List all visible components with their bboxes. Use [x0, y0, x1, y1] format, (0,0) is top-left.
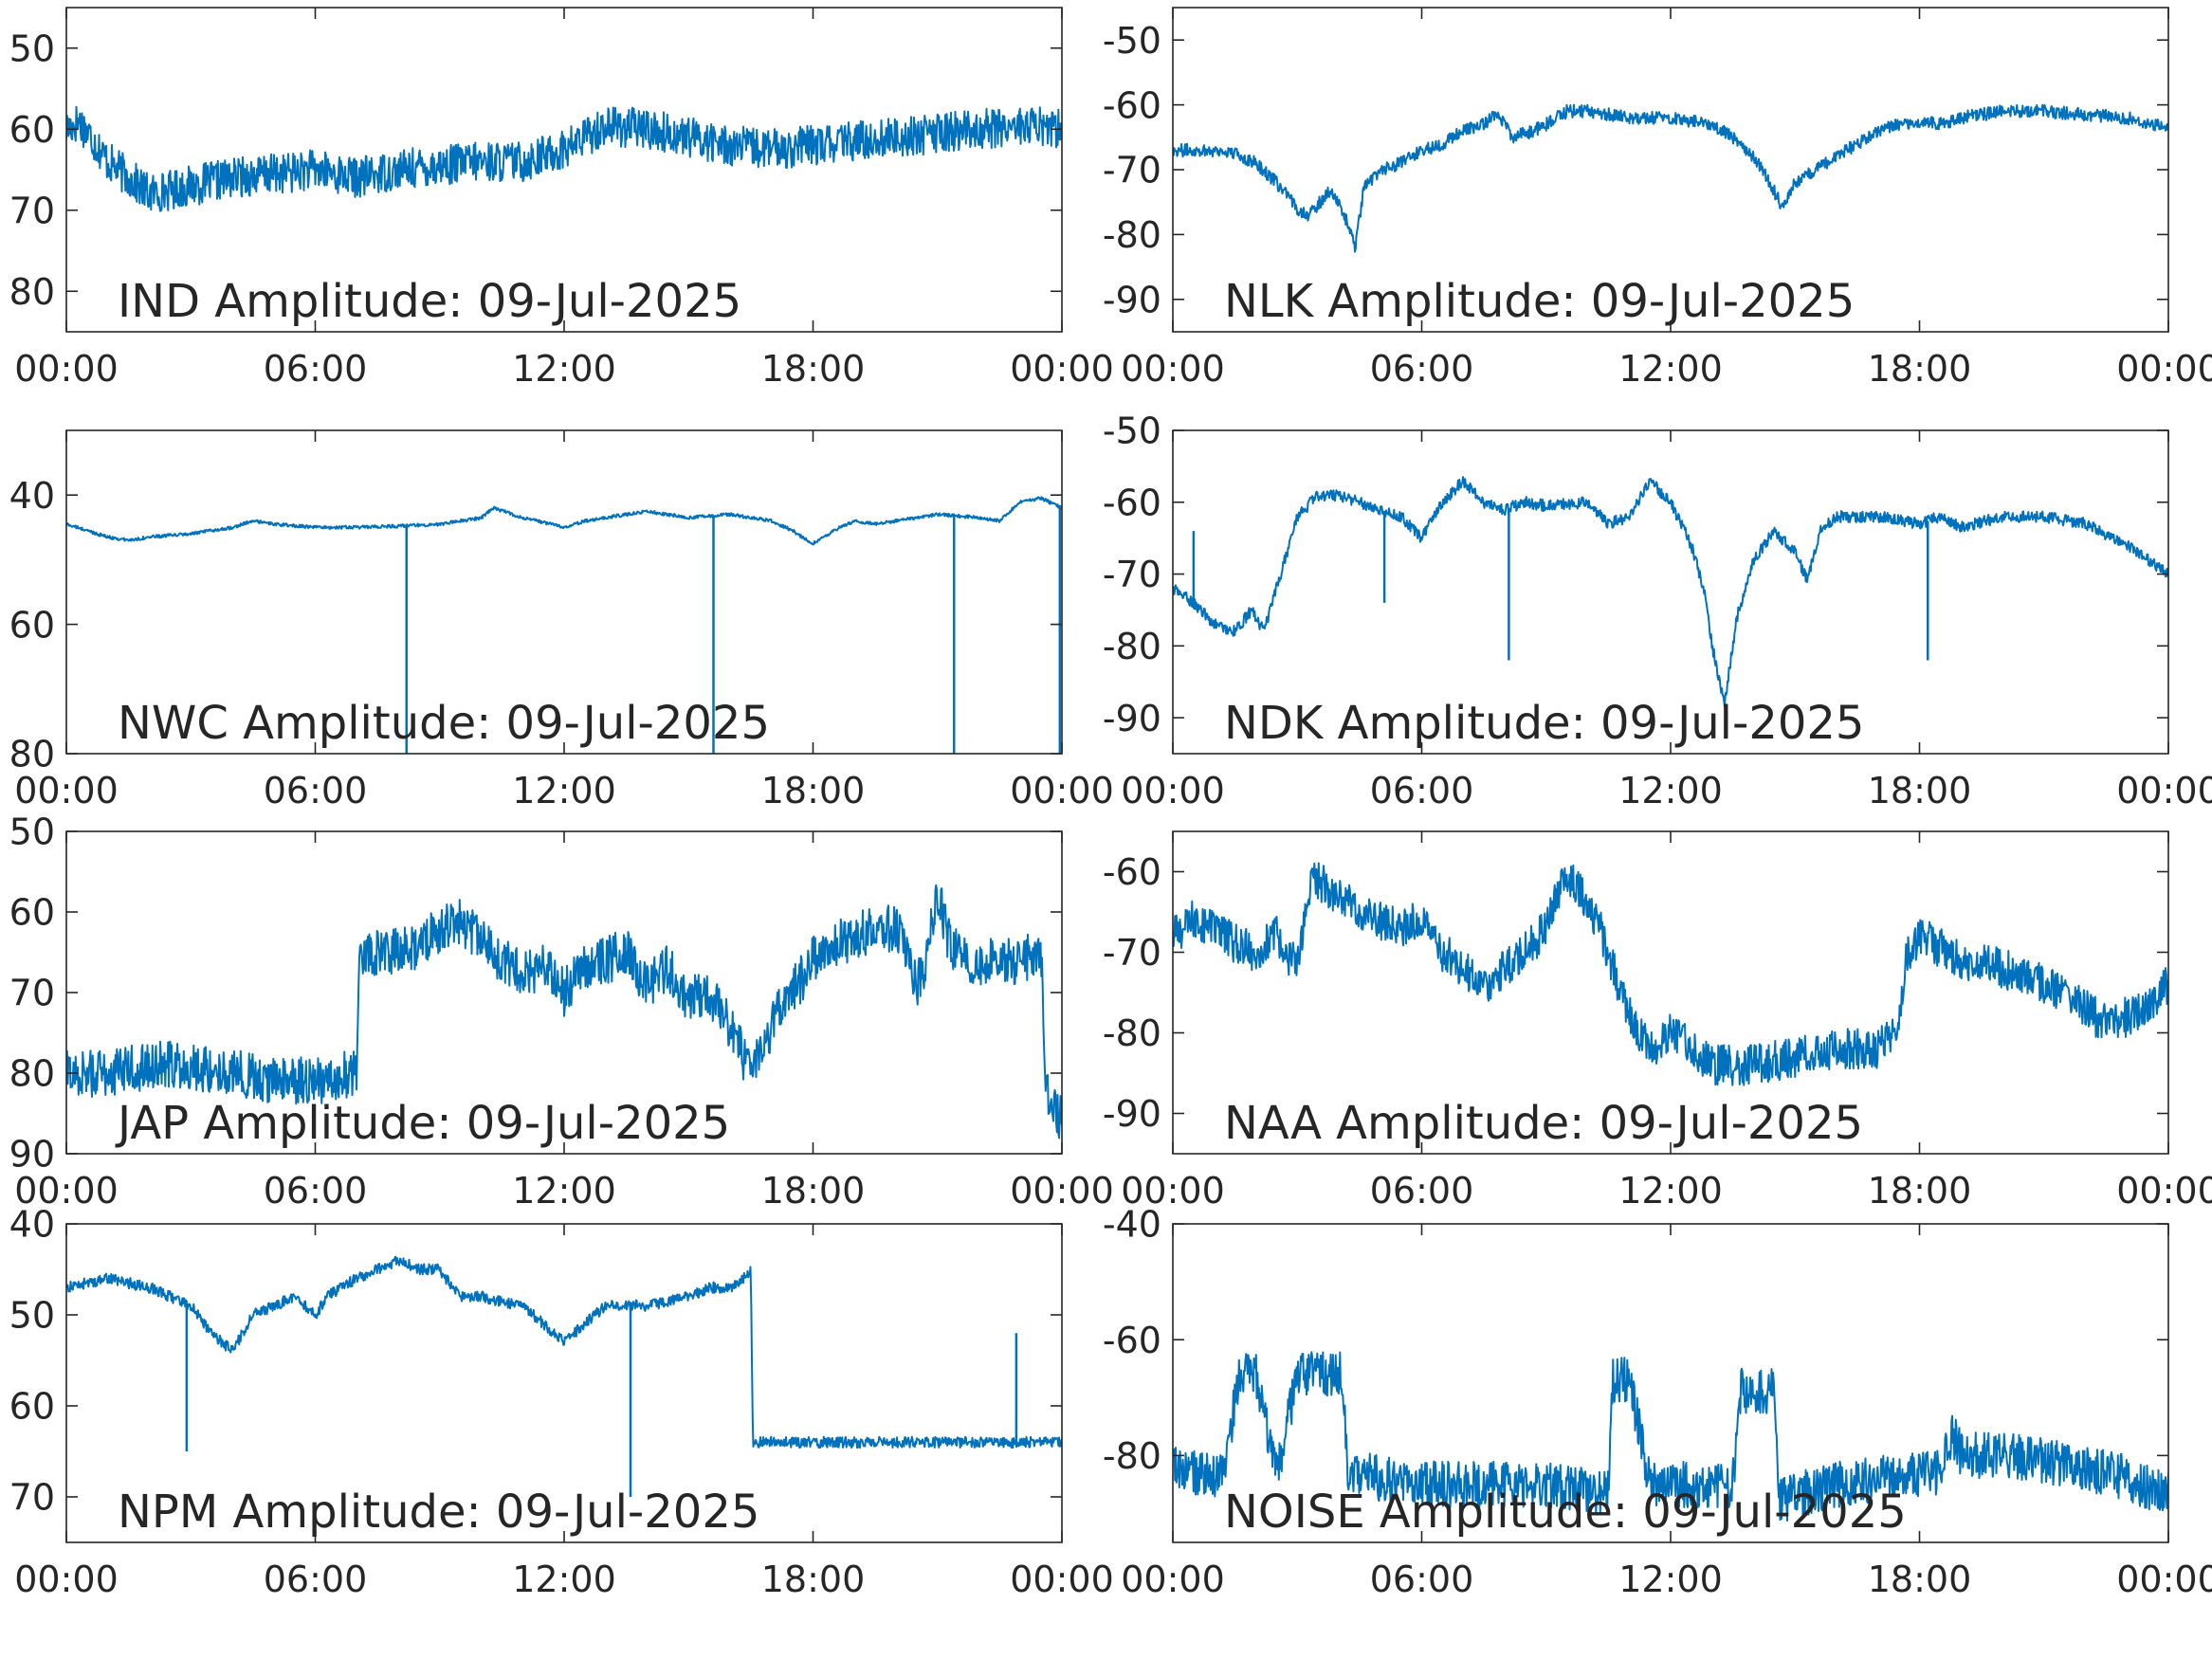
xtick-label: 00:00: [14, 1559, 119, 1600]
series-line: [66, 105, 1062, 212]
xtick-label: 06:00: [264, 770, 368, 811]
ytick-label: -60: [1103, 84, 1161, 126]
xtick-label: 18:00: [1868, 1559, 1972, 1600]
ytick-label: -90: [1103, 698, 1161, 739]
ytick-label: 60: [9, 604, 55, 646]
ytick-label: 70: [9, 1477, 55, 1519]
ytick-label: -50: [1103, 410, 1161, 452]
xtick-label: 00:00: [2116, 1559, 2212, 1600]
xtick-label: 18:00: [1868, 348, 1972, 390]
series-line: [66, 1255, 1062, 1449]
ytick-label: 60: [9, 1386, 55, 1428]
ytick-label: 60: [9, 892, 55, 934]
xtick-label: 06:00: [264, 1559, 368, 1600]
ytick-label: 50: [9, 811, 55, 853]
xtick-label: 00:00: [1121, 348, 1225, 390]
ytick-label: -70: [1103, 150, 1161, 191]
xtick-label: 00:00: [1010, 1170, 1114, 1212]
ytick-label: -80: [1103, 1435, 1161, 1477]
xtick-label: 18:00: [761, 770, 866, 811]
ytick-label: 90: [9, 1134, 55, 1176]
ytick-label: 70: [9, 973, 55, 1014]
xtick-label: 00:00: [1121, 770, 1225, 811]
xtick-label: 06:00: [1370, 1170, 1474, 1212]
xtick-label: 06:00: [264, 1170, 368, 1212]
series-line: [1173, 103, 2168, 253]
xtick-label: 00:00: [14, 1170, 119, 1212]
ytick-label: 60: [9, 109, 55, 151]
xtick-label: 12:00: [512, 1559, 616, 1600]
chart-title: NAA Amplitude: 09-Jul-2025: [1224, 1097, 1863, 1150]
chart-title: IND Amplitude: 09-Jul-2025: [118, 275, 741, 328]
ytick-label: 70: [9, 190, 55, 231]
xtick-label: 00:00: [2116, 770, 2212, 811]
chart-panel-5: -60 -70 -80 -90 00:00 06:00 12:00 18:00 00:00 NAA…: [1103, 830, 2212, 1212]
ytick-label: -70: [1103, 554, 1161, 595]
xtick-label: 00:00: [2116, 1170, 2212, 1212]
ytick-label: -90: [1103, 279, 1161, 320]
ytick-label: 40: [9, 475, 55, 517]
ytick-label: 50: [9, 1295, 55, 1337]
xtick-label: 06:00: [1370, 1559, 1474, 1600]
xtick-label: 06:00: [1370, 348, 1474, 390]
ytick-label: -40: [1103, 1204, 1161, 1246]
ytick-label: -80: [1103, 1012, 1161, 1054]
chart-title: NDK Amplitude: 09-Jul-2025: [1224, 697, 1864, 750]
series-line: [1173, 1351, 2168, 1522]
chart-panel-6: 40 50 60 70 00:00 06:00 12:00 18:00 00:00 NPM Amp…: [9, 1204, 1114, 1600]
chart-title: NPM Amplitude: 09-Jul-2025: [118, 1486, 759, 1539]
xtick-label: 12:00: [512, 770, 616, 811]
xtick-label: 06:00: [1370, 770, 1474, 811]
chart-panel-7: -40 -60 -80 00:00 06:00 12:00 18:00 00:00 NOISE …: [1103, 1204, 2212, 1600]
ytick-label: 80: [9, 1053, 55, 1095]
xtick-label: 06:00: [264, 348, 368, 390]
xtick-label: 12:00: [512, 348, 616, 390]
series-line: [66, 496, 1062, 546]
xtick-label: 12:00: [1618, 1559, 1723, 1600]
xtick-label: 18:00: [761, 1170, 866, 1212]
ytick-label: 80: [9, 271, 55, 313]
ytick-label: -80: [1103, 214, 1161, 256]
chart-title: NOISE Amplitude: 09-Jul-2025: [1224, 1486, 1907, 1539]
ytick-label: -90: [1103, 1093, 1161, 1135]
xtick-label: 00:00: [1010, 1559, 1114, 1600]
ytick-label: -60: [1103, 482, 1161, 523]
xtick-label: 00:00: [14, 770, 119, 811]
xtick-label: 00:00: [2116, 348, 2212, 390]
ytick-label: -60: [1103, 1320, 1161, 1361]
ytick-label: 50: [9, 27, 55, 69]
chart-title: NWC Amplitude: 09-Jul-2025: [118, 697, 770, 750]
xtick-label: 12:00: [1618, 770, 1723, 811]
xtick-label: 12:00: [1618, 348, 1723, 390]
series-line: [66, 884, 1062, 1139]
xtick-label: 00:00: [1010, 348, 1114, 390]
xtick-label: 00:00: [1010, 770, 1114, 811]
xtick-label: 12:00: [512, 1170, 616, 1212]
xtick-label: 00:00: [1121, 1559, 1225, 1600]
xtick-label: 12:00: [1618, 1170, 1723, 1212]
xtick-label: 00:00: [1121, 1170, 1225, 1212]
chart-title: JAP Amplitude: 09-Jul-2025: [115, 1097, 730, 1150]
chart-title: NLK Amplitude: 09-Jul-2025: [1224, 275, 1855, 328]
ytick-label: -50: [1103, 20, 1161, 62]
xtick-label: 00:00: [14, 348, 119, 390]
series-line: [1173, 862, 2168, 1086]
chart-panel-3: -50 -60 -70 -80 -90 00:00 06:00 12:00 18:00 00:00…: [1103, 410, 2212, 811]
xtick-label: 18:00: [1868, 1170, 1972, 1212]
xtick-label: 18:00: [1868, 770, 1972, 811]
ytick-label: -60: [1103, 851, 1161, 893]
ytick-label: 80: [9, 734, 55, 775]
ytick-label: -80: [1103, 626, 1161, 667]
xtick-label: 18:00: [761, 348, 866, 390]
chart-panel-1: -50 -60 -70 -80 -90 00:00 06:00 12:00 18:00 00:00…: [1103, 7, 2212, 390]
xtick-label: 18:00: [761, 1559, 866, 1600]
chart-panel-0: 50 60 70 80 00:00 06:00 12:00 18:00 00:00 IND Amp…: [9, 7, 1114, 390]
series-line: [1173, 476, 2168, 709]
ytick-label: -70: [1103, 932, 1161, 974]
ytick-label: 40: [9, 1204, 55, 1246]
